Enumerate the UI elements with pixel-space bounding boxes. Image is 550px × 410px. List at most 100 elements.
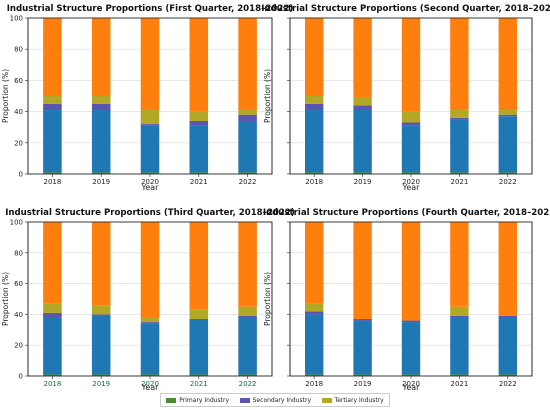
bar-top-2019 — [353, 18, 372, 98]
bar-secondary-2018 — [43, 312, 62, 318]
y-tick-label: 40 — [14, 311, 23, 319]
bar-tertiary-2018 — [305, 96, 324, 104]
bar-base-2022 — [498, 317, 517, 375]
y-tick-label: 100 — [10, 15, 23, 23]
x-tick-label: 2021 — [450, 380, 468, 388]
chart-panel-4: 2018 2019 2020 2021 2022 Industrial Structure… — [263, 208, 550, 392]
bar-base-2022 — [238, 120, 257, 173]
bar-top-2022 — [498, 18, 517, 111]
x-axis-label: Year — [141, 383, 160, 392]
x-tick-label: 2020 — [402, 178, 420, 186]
bar-primary-2020 — [401, 374, 421, 376]
x-tick-label: 2021 — [190, 380, 208, 388]
bar-secondary-2020 — [401, 320, 421, 323]
bar-base-2020 — [140, 323, 160, 375]
bar-tertiary-2020 — [401, 111, 421, 123]
bar-base-2020 — [401, 125, 421, 173]
x-tick-label: 2018 — [305, 380, 323, 388]
bar-top-2021 — [189, 18, 209, 112]
bar-secondary-2021 — [189, 120, 209, 126]
x-axis-label: Year — [402, 383, 421, 392]
x-tick-label: 2018 — [43, 380, 61, 388]
plot-border — [27, 17, 273, 175]
y-tick-label: 80 — [14, 249, 23, 257]
bar-primary-2018 — [305, 172, 324, 174]
bar-top-2018 — [43, 18, 62, 96]
x-tick-label: 2018 — [305, 178, 323, 186]
bar-base-2022 — [238, 317, 257, 375]
x-tick-label: 2020 — [141, 380, 159, 388]
bar-top-2020 — [140, 18, 160, 111]
y-tick-label: 20 — [14, 342, 23, 350]
y-tick-label: 60 — [14, 77, 23, 85]
x-tick-label: 2021 — [190, 178, 208, 186]
x-tick-label: 2021 — [450, 178, 468, 186]
bar-tertiary-2021 — [189, 309, 209, 320]
bar-primary-2019 — [91, 374, 111, 376]
legend-label-primary: Primary Industry — [179, 396, 230, 404]
bar-primary-2020 — [140, 374, 160, 376]
bar-primary-2019 — [353, 172, 372, 174]
bar-secondary-2021 — [450, 315, 469, 318]
y-tick-label: 0 — [19, 171, 23, 179]
bar-top-2022 — [498, 222, 517, 316]
bar-secondary-2018 — [305, 103, 324, 111]
bar-top-2022 — [238, 222, 257, 307]
bar-secondary-2018 — [43, 103, 62, 111]
y-tick-label: 100 — [10, 219, 23, 227]
legend: Primary Industry Secondary Industry Tert… — [160, 393, 390, 407]
bar-base-2021 — [450, 119, 469, 173]
bar-base-2020 — [401, 322, 421, 375]
bar-base-2018 — [43, 110, 62, 173]
chart-title: Industrial Structure Proportions (Fourth… — [263, 208, 550, 218]
bar-primary-2022 — [238, 374, 257, 376]
bar-top-2019 — [353, 222, 372, 320]
bar-base-2018 — [305, 314, 324, 375]
bar-top-2018 — [43, 222, 62, 304]
chart-panel-1: 0 20 40 60 80 100 2018 2019 2020 2021 2022 Industri… — [1, 4, 293, 192]
bar-base-2018 — [305, 110, 324, 173]
bar-top-2021 — [189, 222, 209, 310]
bar-primary-2021 — [189, 172, 209, 174]
x-tick-label: 2020 — [402, 380, 420, 388]
bar-top-2020 — [401, 222, 421, 321]
bar-secondary-2021 — [450, 117, 469, 120]
bar-top-2018 — [305, 222, 324, 304]
bar-secondary-2022 — [238, 114, 257, 121]
y-axis-label: Proportion (%) — [263, 272, 272, 326]
y-axis-label: Proportion (%) — [1, 69, 10, 123]
bar-secondary-2022 — [498, 114, 517, 117]
y-tick-label: 80 — [14, 46, 23, 54]
bar-primary-2022 — [238, 172, 257, 174]
bar-tertiary-2021 — [450, 110, 469, 118]
legend-swatch-secondary — [239, 397, 250, 403]
bar-top-2021 — [450, 222, 469, 307]
legend-label-secondary: Secondary Industry — [252, 396, 312, 404]
bar-base-2019 — [353, 110, 372, 173]
bar-base-2018 — [43, 317, 62, 375]
bar-top-2020 — [140, 222, 160, 318]
bar-primary-2019 — [91, 172, 111, 174]
y-tick-label: 0 — [19, 373, 23, 381]
bar-tertiary-2022 — [238, 110, 257, 115]
bar-top-2022 — [238, 18, 257, 111]
bar-secondary-2019 — [353, 105, 372, 111]
chart-title: Industrial Structure Proportions (Third … — [5, 208, 295, 218]
bar-primary-2018 — [43, 172, 62, 174]
bar-secondary-2019 — [91, 314, 111, 316]
x-tick-label: 2019 — [354, 380, 372, 388]
bar-primary-2022 — [498, 172, 517, 174]
bar-primary-2020 — [140, 172, 160, 174]
bar-secondary-2022 — [238, 315, 257, 318]
bar-tertiary-2019 — [353, 97, 372, 106]
bar-secondary-2022 — [498, 315, 517, 318]
bar-primary-2020 — [401, 172, 421, 174]
bar-top-2020 — [401, 18, 421, 112]
x-tick-label: 2019 — [92, 380, 110, 388]
x-tick-label: 2022 — [239, 178, 257, 186]
legend-item-tertiary: Tertiary Industry — [321, 397, 384, 404]
bar-secondary-2020 — [401, 122, 421, 126]
bar-tertiary-2022 — [498, 110, 517, 115]
y-tick-label: 20 — [14, 139, 23, 147]
y-tick-label: 60 — [14, 280, 23, 288]
